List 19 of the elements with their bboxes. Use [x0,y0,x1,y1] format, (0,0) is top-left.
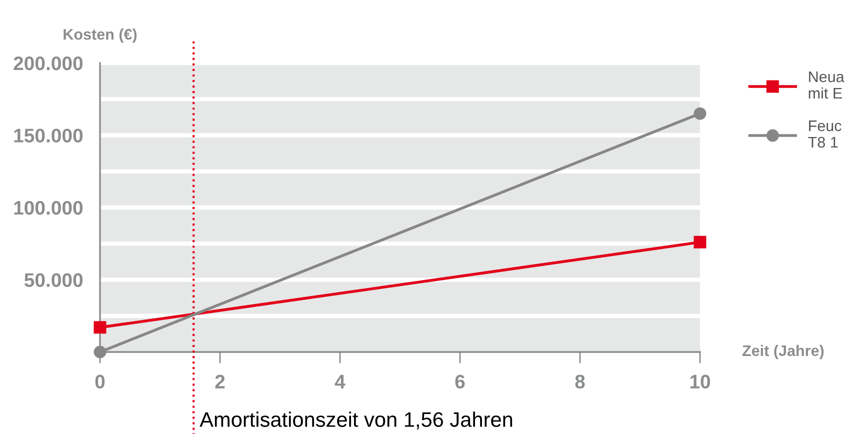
point [94,321,106,334]
x-axis-title: Zeit (Jahre) [742,344,824,360]
legend-label: Neua mit E [808,72,844,99]
point [694,107,706,120]
x-tick-label: 4 [334,374,346,388]
x-tick-label: 2 [215,374,225,388]
x-tick-label: 10 [690,374,710,389]
ref-line-label: Amortisationszeit von 1,56 Jahren [200,412,512,430]
legend-label: Feuc T8 1 [808,120,842,148]
x-tick-label: 6 [455,374,465,389]
y-tick-label: 200.000 [14,56,83,70]
y-axis-title: Kosten (€) [64,28,137,43]
point [694,236,706,248]
y-tick-label: 50.000 [24,273,83,287]
x-tick-label: 0 [95,374,105,389]
x-tick-label: 8 [575,374,585,389]
y-tick-label: 100.000 [14,200,83,215]
point [94,346,106,358]
y-tick-label: 150.000 [14,128,83,142]
